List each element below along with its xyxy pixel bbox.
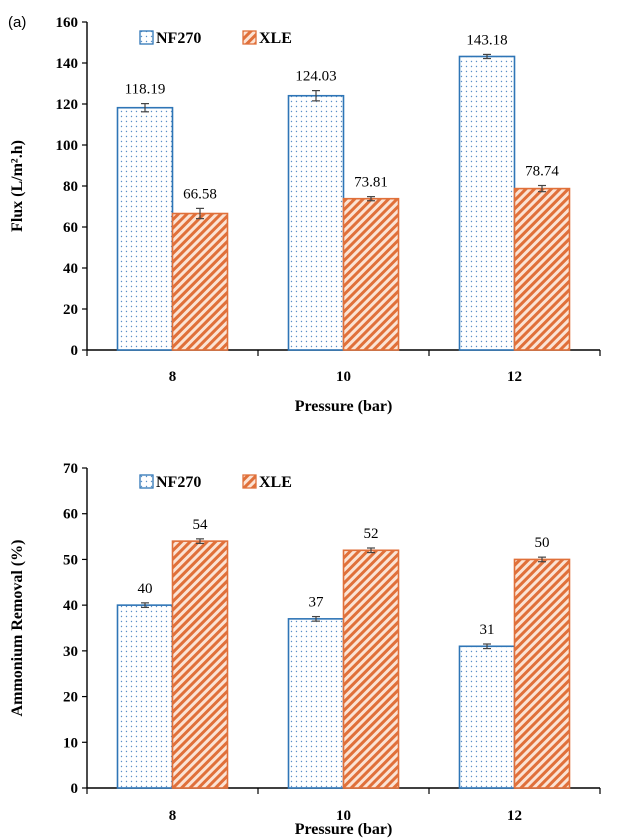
panel-label: (a) [8,14,26,31]
bar-xle-12 [513,187,571,351]
data-label: 52 [364,526,379,542]
x-axis-title: Pressure (bar) [295,398,393,415]
bar-xle-8 [171,540,229,789]
x-tick-label: 8 [169,369,177,385]
bar-xle-10 [342,549,400,789]
legend-swatch-nf270 [139,30,154,45]
legend: NF270 XLE [139,474,292,491]
data-label: 118.19 [125,82,166,98]
data-label: 50 [535,535,550,551]
bar-xle-8 [171,212,229,351]
bar-nf270-12 [458,55,516,351]
y-tick-label: 10 [63,735,78,751]
legend-label-xle: XLE [259,30,292,47]
data-label: 66.58 [183,186,217,202]
legend-swatch-xle [242,474,257,489]
bar-nf270-8 [116,604,174,789]
bar-nf270-12 [458,645,516,789]
x-tick-label: 12 [507,808,522,824]
data-label: 78.74 [525,164,559,180]
legend-label-xle: XLE [259,474,292,491]
ammonium-removal-chart: 0 10 20 30 40 50 60 70 8 40 54 10 37 52 12 31 50 Pressure… [9,461,601,838]
bar-nf270-10 [287,94,345,351]
x-tick-label: 8 [169,808,177,824]
y-tick-label: 160 [56,15,79,31]
y-tick-label: 60 [63,220,78,236]
y-tick-label: 80 [63,179,78,195]
bar-xle-12 [513,558,571,789]
y-tick-label: 100 [56,138,79,154]
y-tick-label: 140 [56,56,79,72]
y-tick-label: 120 [56,97,79,113]
y-axis-title: Flux (L/m².h) [9,140,26,232]
y-tick-label: 40 [63,598,78,614]
y-tick-label: 30 [63,644,78,660]
x-tick-label: 10 [336,808,351,824]
data-label: 124.03 [295,69,336,85]
data-label: 37 [309,595,325,611]
legend-label-nf270: NF270 [156,474,201,491]
x-tick-label: 12 [507,369,522,385]
y-tick-label: 0 [71,781,79,797]
legend: NF270 XLE [139,30,292,47]
bar-nf270-8 [116,106,174,351]
y-tick-label: 0 [71,343,79,359]
x-tick-label: 10 [336,369,351,385]
data-label: 54 [193,517,209,533]
flux-chart: 0 20 40 60 80 100 120 140 160 8 118.19 66.58 10 124.0… [8,14,601,415]
y-tick-label: 20 [63,690,78,706]
legend-label-nf270: NF270 [156,30,201,47]
y-tick-label: 40 [63,261,78,277]
y-tick-label: 60 [63,507,78,523]
x-axis-title: Pressure (bar) [295,821,393,838]
y-tick-label: 70 [63,461,78,477]
y-tick-label: 20 [63,302,78,318]
data-label: 40 [138,581,153,597]
legend-swatch-xle [242,30,257,45]
legend-swatch-nf270 [139,474,154,489]
y-axis-title: Ammonium Removal (%) [9,540,26,717]
y-tick-label: 50 [63,552,78,568]
bar-nf270-10 [287,618,345,789]
data-label: 73.81 [354,175,388,191]
data-label: 31 [480,622,495,638]
data-label: 143.18 [466,32,507,48]
bar-xle-10 [342,197,400,351]
